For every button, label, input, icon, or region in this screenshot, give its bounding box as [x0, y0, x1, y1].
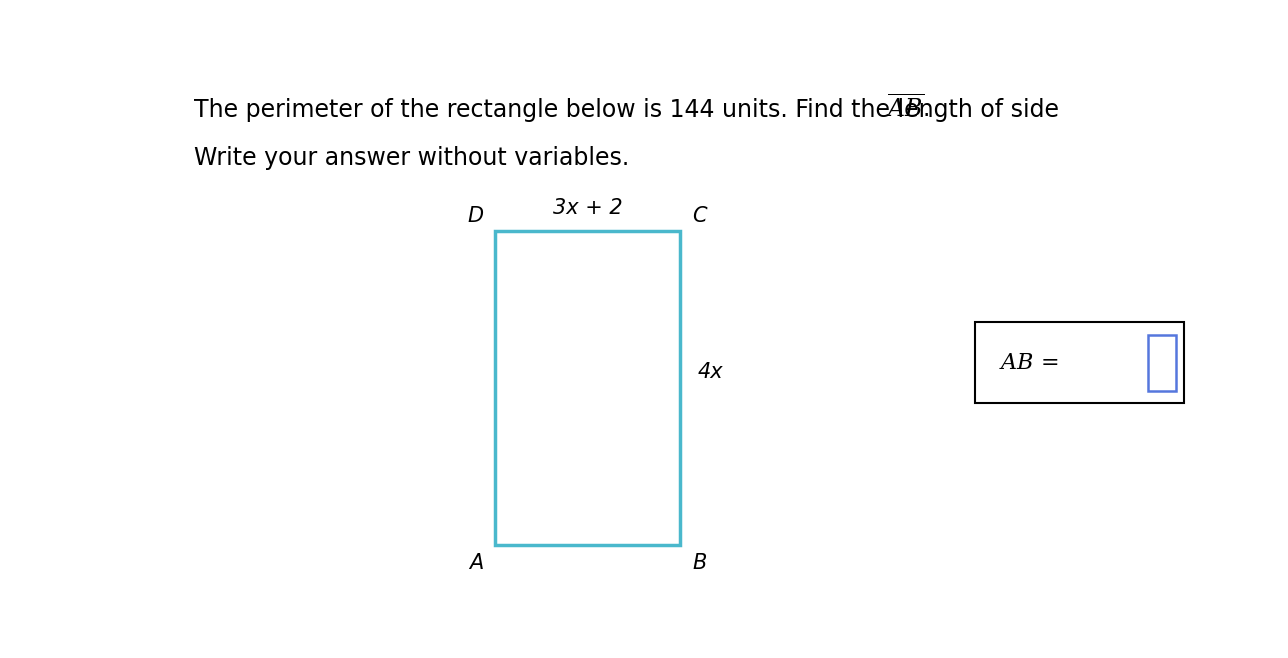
Text: A: A — [469, 553, 483, 572]
Text: 3x + 2: 3x + 2 — [553, 198, 622, 218]
Bar — [1148, 335, 1176, 391]
Bar — [975, 322, 1184, 403]
Text: $\overline{AB}$.: $\overline{AB}$. — [886, 94, 929, 122]
Text: 4x: 4x — [698, 363, 724, 382]
Text: B: B — [692, 553, 706, 572]
Bar — [496, 231, 680, 545]
Text: The perimeter of the rectangle below is 144 units. Find the length of side: The perimeter of the rectangle below is … — [194, 98, 1066, 122]
Text: Write your answer without variables.: Write your answer without variables. — [194, 146, 630, 170]
Text: $\mathit{AB}$ =: $\mathit{AB}$ = — [999, 353, 1059, 372]
Text: D: D — [468, 206, 483, 226]
Text: C: C — [692, 206, 707, 226]
